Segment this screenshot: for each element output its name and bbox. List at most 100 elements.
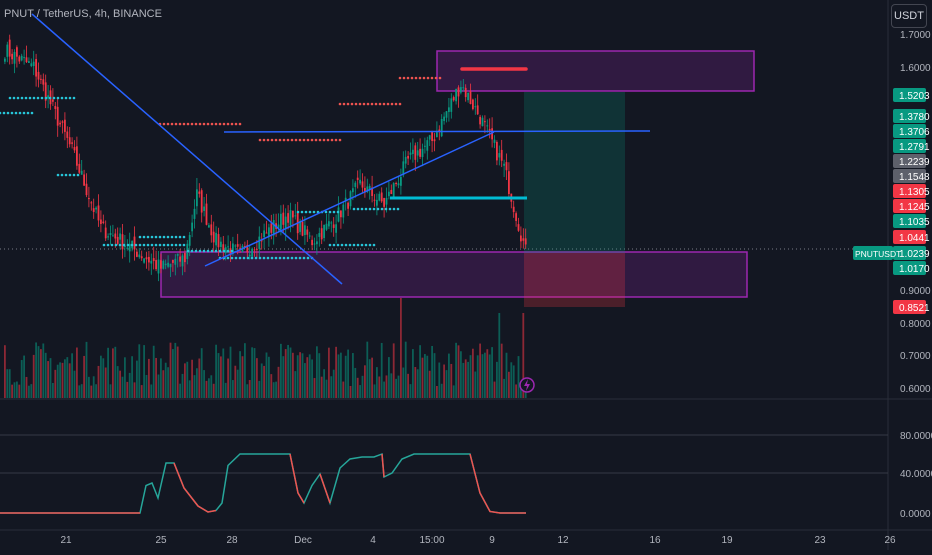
volume-bar <box>503 378 505 398</box>
volume-bar <box>8 369 11 398</box>
price-badge[interactable] <box>893 124 926 138</box>
price-badge[interactable] <box>893 214 926 228</box>
currency-button[interactable]: USDT <box>891 4 927 28</box>
price-badge[interactable] <box>893 139 926 153</box>
volume-bar <box>11 384 13 398</box>
price-badge[interactable] <box>893 184 926 198</box>
demand-zone-box[interactable] <box>160 251 748 298</box>
candle-body <box>140 256 143 259</box>
volume-bar <box>311 359 313 398</box>
stop-dot <box>138 243 142 247</box>
stop-dot <box>20 96 24 100</box>
volume-bar <box>56 364 59 398</box>
candle-body <box>35 59 37 77</box>
volume-bar <box>169 342 172 398</box>
stop-dot <box>170 122 174 126</box>
price-badge[interactable] <box>893 169 926 183</box>
stop-dot <box>238 122 242 126</box>
price-badge[interactable] <box>893 261 926 275</box>
candle-body <box>114 233 117 239</box>
volume-bar <box>282 356 285 398</box>
volume-bar <box>479 343 481 398</box>
volume-bar <box>424 354 426 398</box>
volume-bar <box>308 354 311 398</box>
price-badge[interactable] <box>893 230 926 244</box>
oscillator-tick-label: 0.0000 <box>900 509 931 520</box>
volume-bar <box>280 343 282 398</box>
volume-bar <box>462 362 465 398</box>
price-axis[interactable]: 1.7000 1.6000 0.9000 0.8000 0.7000 0.6000 1.52… <box>853 30 932 520</box>
long-position-target-zone[interactable] <box>524 92 625 253</box>
price-badge[interactable] <box>893 154 926 168</box>
descending-trendline[interactable] <box>31 13 343 285</box>
price-badge[interactable] <box>893 109 926 123</box>
supply-zone-box[interactable] <box>436 50 755 92</box>
price-badge-label: 1.0441 <box>899 233 930 244</box>
stop-dot <box>162 243 166 247</box>
candle-body <box>380 192 383 202</box>
price-badge[interactable] <box>893 88 926 102</box>
volume-bar <box>376 367 378 398</box>
volume-bar <box>6 369 9 398</box>
price-badge[interactable] <box>893 199 926 213</box>
candle-body <box>13 51 16 64</box>
volume-bar <box>25 376 28 398</box>
stop-dot <box>226 256 230 260</box>
long-position-stop-zone[interactable] <box>524 253 625 307</box>
candle-body <box>436 132 438 138</box>
price-badge-label: 1.1035 <box>899 217 930 228</box>
stop-dot <box>338 102 342 106</box>
stop-dot <box>338 138 342 142</box>
stop-dot <box>304 210 308 214</box>
volume-bar <box>352 353 354 398</box>
stop-dot <box>162 235 166 239</box>
candle-body <box>150 260 153 264</box>
candle-body <box>4 58 6 62</box>
candle-body <box>450 98 453 112</box>
candle-body <box>109 233 112 236</box>
candle-body <box>66 131 69 138</box>
ascending-trendline[interactable] <box>204 131 495 267</box>
horizontal-resistance-line[interactable] <box>223 130 651 133</box>
price-badge[interactable] <box>893 246 926 260</box>
time-axis[interactable]: 21 25 28 Dec 4 15:00 9 12 16 19 23 26 <box>60 535 896 546</box>
volume-bar <box>316 346 318 398</box>
volume-bar <box>448 353 450 398</box>
stop-dot <box>360 243 364 247</box>
volume-bar <box>275 381 277 398</box>
candle-body <box>476 105 479 115</box>
stop-dot <box>382 102 386 106</box>
volume-bar <box>198 358 201 398</box>
drawings-layer[interactable] <box>31 13 651 285</box>
volume-bar <box>332 369 335 398</box>
volume-bar <box>107 347 109 398</box>
candle-body <box>258 236 261 249</box>
stop-dot <box>300 210 304 214</box>
candle-body <box>18 56 21 62</box>
stop-dot <box>190 249 194 253</box>
stop-dot <box>12 96 16 100</box>
symbol-price-tag[interactable] <box>853 246 893 260</box>
price-badge[interactable] <box>893 300 926 314</box>
lightning-icon[interactable] <box>519 377 535 393</box>
stop-dot <box>138 235 142 239</box>
candle-body <box>210 224 213 236</box>
candle-body <box>102 221 105 224</box>
oscillator-tick-label: 80.0000 <box>900 431 932 442</box>
candle-body <box>56 106 59 126</box>
stop-dot <box>314 138 318 142</box>
volume-bar <box>320 376 323 398</box>
volume-bar <box>114 346 117 398</box>
candle-body <box>193 208 196 219</box>
price-tick-label: 1.7000 <box>900 30 931 41</box>
volume-bar <box>388 357 390 398</box>
volume-bar <box>498 313 501 398</box>
stop-dot <box>218 122 222 126</box>
candle-body <box>6 44 9 57</box>
stop-dot <box>346 102 350 106</box>
candle-body <box>455 89 457 102</box>
volume-bar <box>404 341 407 398</box>
volume-bar <box>20 360 23 398</box>
